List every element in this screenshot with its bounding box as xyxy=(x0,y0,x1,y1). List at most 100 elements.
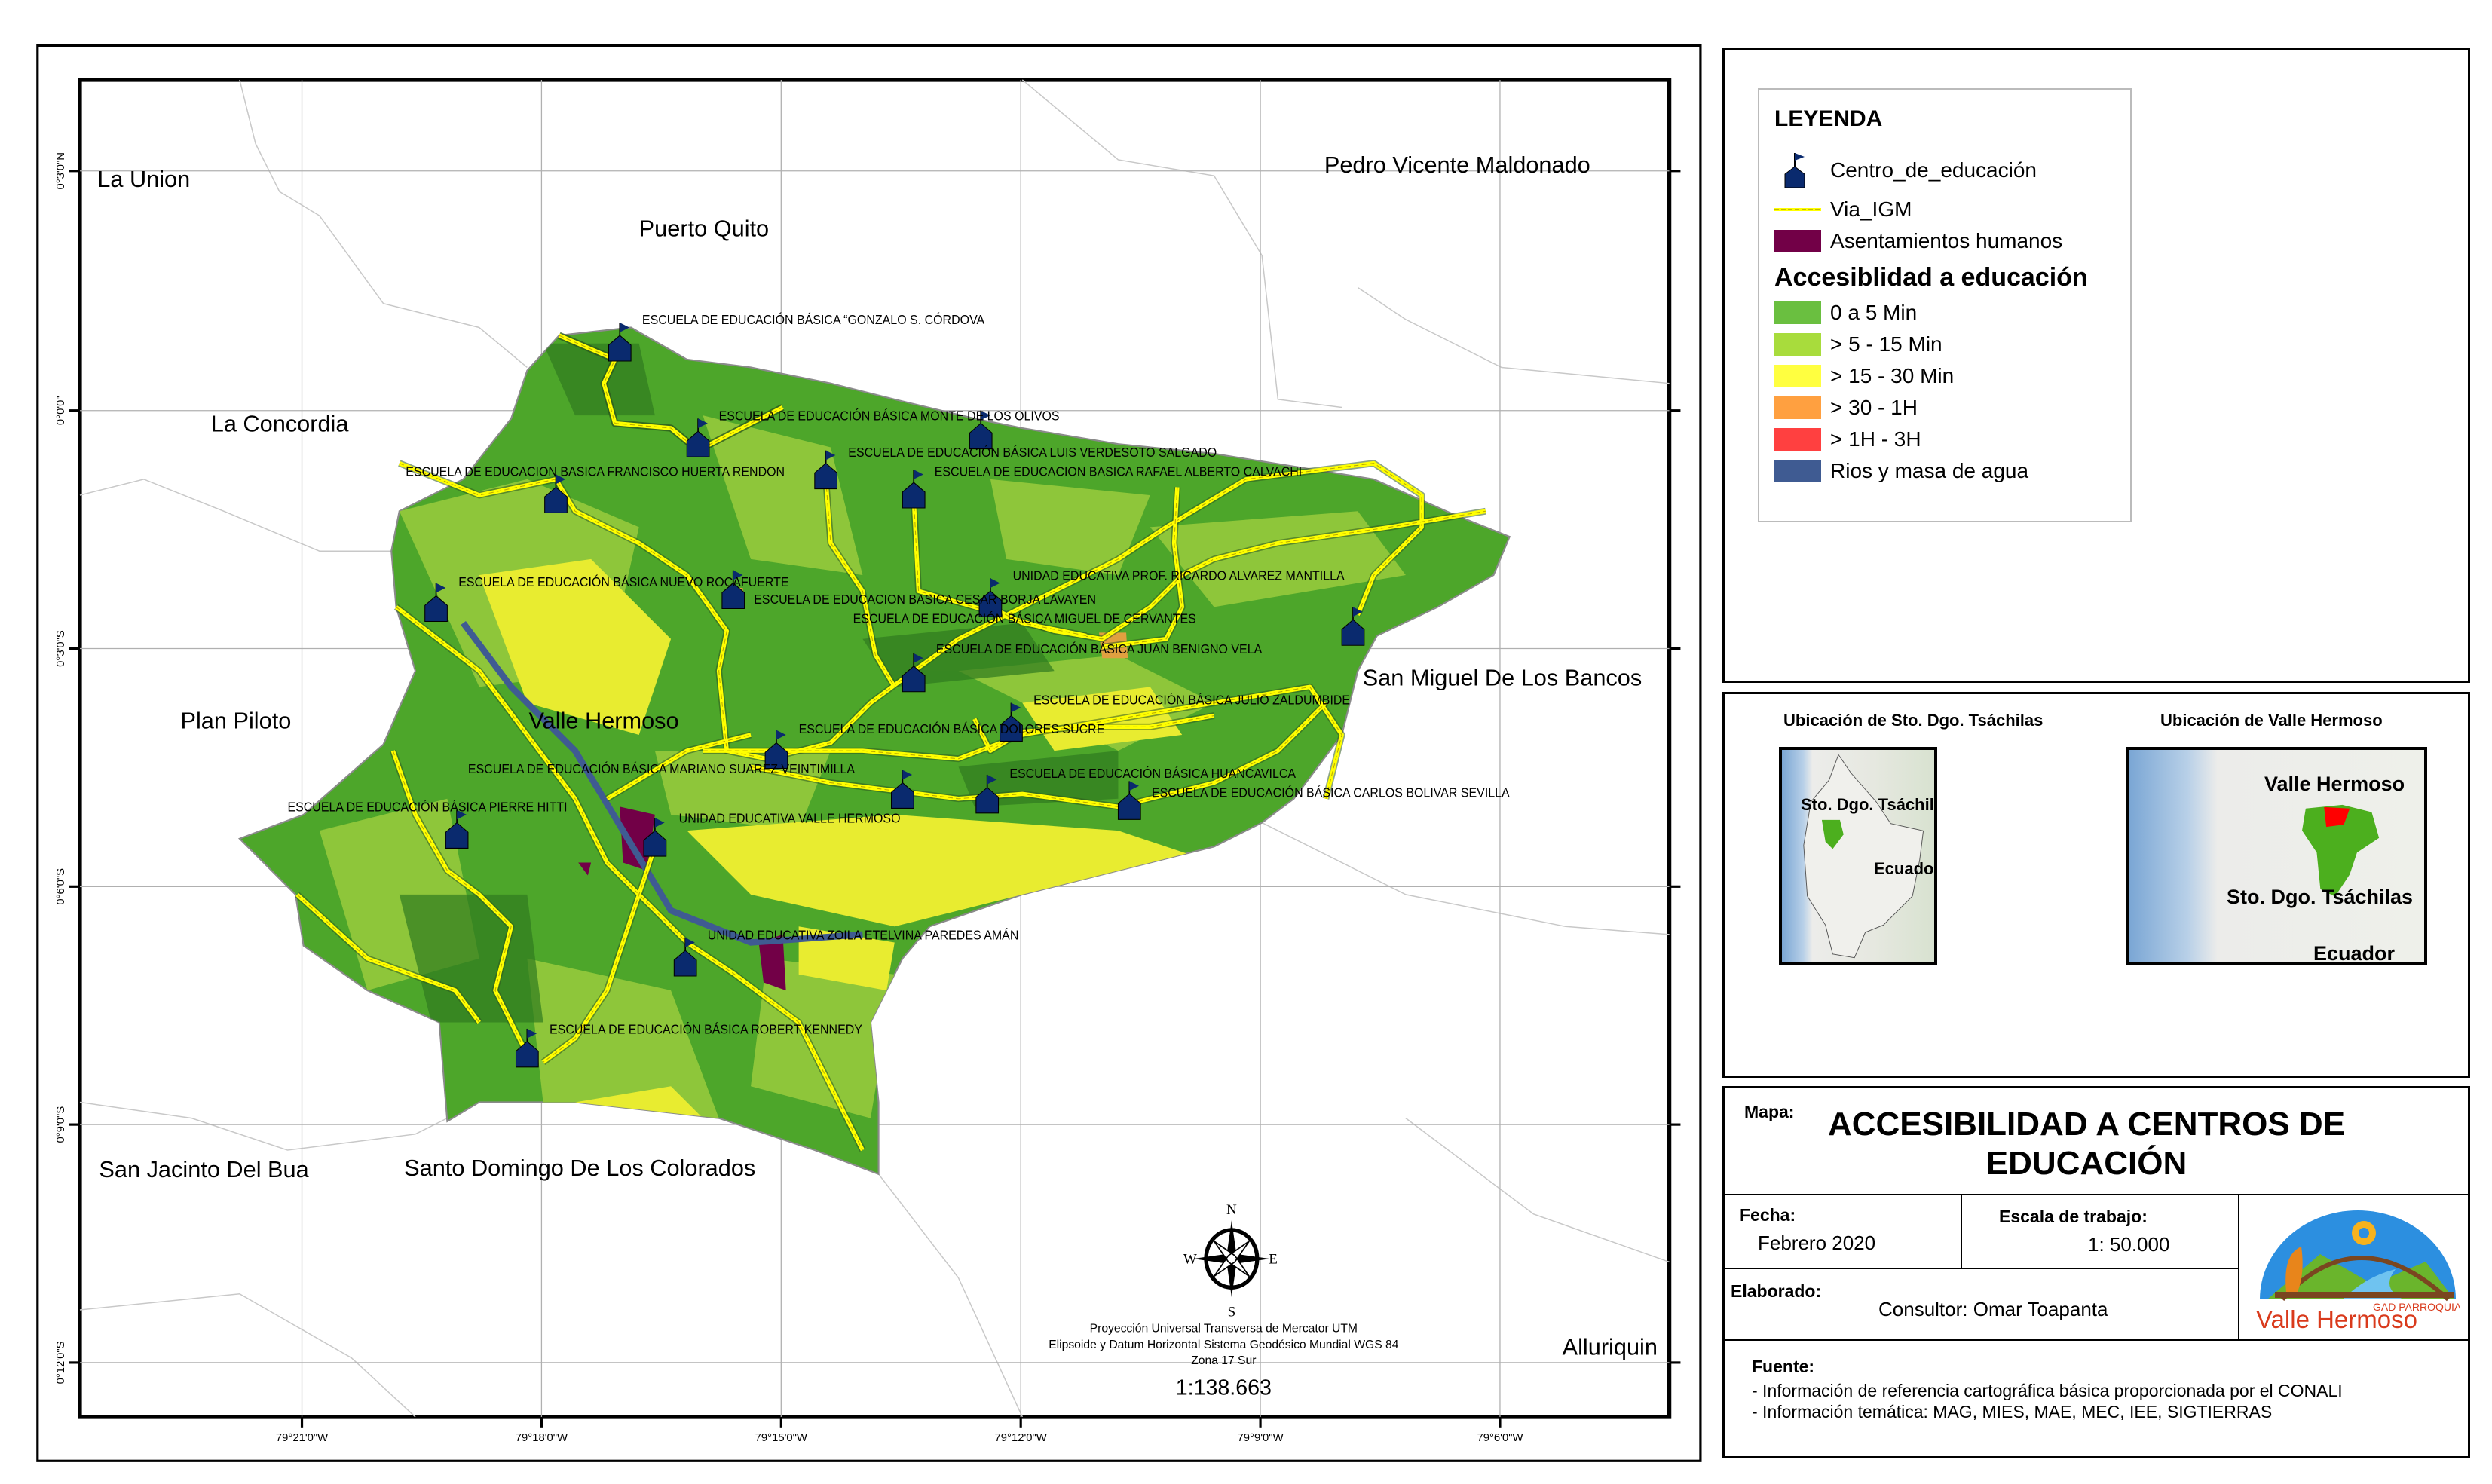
school-marker-icon[interactable] xyxy=(902,470,926,509)
legend-item-access-class: > 5 - 15 Min xyxy=(1774,329,2115,360)
school-label: ESCUELA DE EDUCACIÓN BÁSICA MARIANO SUAR… xyxy=(468,761,856,776)
west-label: W xyxy=(1183,1252,1197,1268)
school-marker-icon[interactable] xyxy=(1117,781,1141,820)
lon-tick-label: 79°12'0"W xyxy=(995,1432,1047,1444)
inset1-label-province: Sto. Dgo. Tsáchilas xyxy=(1801,795,1934,814)
school-marker-icon[interactable] xyxy=(515,1028,539,1068)
road-centerline xyxy=(750,702,1327,807)
legend-school-label: Centro_de_educación xyxy=(1830,158,2037,182)
school-icon xyxy=(1784,153,1805,188)
north-label: N xyxy=(1226,1202,1237,1218)
legend-item-road: Via_IGM xyxy=(1774,194,2115,225)
work-scale-value: 1: 50.000 xyxy=(2088,1233,2170,1256)
legend-swatch xyxy=(1774,428,1821,451)
place-labels: La Union Puerto Quito Pedro Vicente Maldon… xyxy=(97,151,1658,1360)
school-marker-icon[interactable] xyxy=(978,578,1003,617)
legend-swatch xyxy=(1774,460,1821,482)
place-label: Alluriquin xyxy=(1563,1333,1658,1360)
legend-class-label: > 30 - 1H xyxy=(1830,396,1918,419)
school-marker-icon[interactable] xyxy=(814,450,838,490)
legend-item-access-class: 0 a 5 Min xyxy=(1774,297,2115,329)
school-label: ESCUELA DE EDUCACIÓN BÁSICA JULIO ZALDUM… xyxy=(1033,693,1350,708)
school-label: ESCUELA DE EDUCACIÓN BÁSICA DOLORES SUCR… xyxy=(799,721,1105,736)
lat-tick-label: 0°12'0"S xyxy=(55,1341,67,1384)
basemap-boundaries xyxy=(79,79,1670,1418)
province-outline xyxy=(2302,804,2380,897)
inset-title-parish: Ubicación de Valle Hermoso xyxy=(2160,711,2383,730)
school-marker-icon[interactable] xyxy=(1000,702,1023,742)
valle-hermoso-logo: Valle Hermoso GAD PARROQUIAL xyxy=(2256,1210,2460,1333)
inset2-label-country: Ecuador xyxy=(2313,942,2396,965)
projection-line-3: Zona 17 Sur xyxy=(1191,1354,1256,1367)
valle-hermoso-highlight xyxy=(2324,806,2350,828)
school-label: ESCUELA DE EDUCACIÓN BÁSICA MONTE DE LOS… xyxy=(719,408,1060,424)
road-centerline xyxy=(825,479,895,687)
school-marker-icon[interactable] xyxy=(969,410,993,450)
legend-class-label: > 5 - 15 Min xyxy=(1830,332,1942,356)
road-centerline xyxy=(703,686,1342,799)
road-centerline xyxy=(913,498,1486,640)
school-marker-icon[interactable] xyxy=(686,418,710,457)
school-marker-icon[interactable] xyxy=(902,653,926,693)
lon-tick-label: 79°21'0"W xyxy=(276,1432,328,1444)
school-marker-icon[interactable] xyxy=(975,774,1000,814)
road-centerline xyxy=(974,715,1214,751)
road-centerline xyxy=(396,606,863,1151)
legend-item-access-class: > 15 - 30 Min xyxy=(1774,360,2115,392)
school-marker-icon[interactable] xyxy=(445,809,469,849)
school-marker-icon[interactable] xyxy=(608,323,632,362)
road-line-icon xyxy=(1774,208,1821,211)
school-marker-icon[interactable] xyxy=(891,770,914,809)
place-label: Plan Piloto xyxy=(180,707,291,733)
projection-info: Proyección Universal Transversa de Merca… xyxy=(1049,1323,1399,1367)
legend-item-settlements: Asentamientos humanos xyxy=(1774,225,2115,257)
legend-swatch xyxy=(1774,365,1821,387)
logo-subtext: GAD PARROQUIAL xyxy=(2373,1301,2460,1313)
roads-via-igm xyxy=(295,332,1486,1152)
school-label: ESCUELA DE EDUCACIÓN BÁSICA HUANCAVILCA xyxy=(1009,766,1297,782)
school-label: ESCUELA DE EDUCACIÓN BÁSICA NUEVO ROCAFU… xyxy=(458,574,788,589)
legend-class-label: > 1H - 3H xyxy=(1830,427,1921,451)
place-label: Valle Hermoso xyxy=(528,707,678,733)
graticule-ticks: 79°21'0"W 79°18'0"W 79°15'0"W 79°12'0"W 79°9… xyxy=(55,152,1681,1444)
school-marker-icon[interactable] xyxy=(764,730,788,770)
legend-panel: LEYENDA Centro_de_educación Via_IGM Asen… xyxy=(1722,48,2470,683)
place-label: La Concordia xyxy=(211,410,350,436)
school-label: UNIDAD EDUCATIVA VALLE HERMOSO xyxy=(679,811,901,826)
river xyxy=(461,621,863,946)
place-label: Santo Domingo De Los Colorados xyxy=(404,1155,755,1181)
school-label: ESCUELA DE EDUCACIÓN BÁSICA “GONZALO S. … xyxy=(642,313,985,328)
school-marker-icon[interactable] xyxy=(673,938,697,977)
work-scale-label: Escala de trabajo: xyxy=(1999,1207,2148,1226)
projection-line-1: Proyección Universal Transversa de Merca… xyxy=(1090,1323,1358,1336)
lon-tick-label: 79°15'0"W xyxy=(755,1432,807,1444)
source-label: Fuente: xyxy=(1752,1357,1815,1376)
road-centerline xyxy=(1102,487,1183,647)
lat-tick-label: 0°9'0"S xyxy=(55,1106,67,1143)
map-label: Mapa: xyxy=(1744,1102,1795,1121)
school-marker-icon[interactable] xyxy=(721,570,745,610)
road-centerline xyxy=(296,894,480,1023)
legend-item-access-class: Rios y masa de agua xyxy=(1774,455,2115,487)
map-title: ACCESIBILIDAD A CENTROS DE EDUCACIÓN xyxy=(1827,1106,2346,1182)
study-area xyxy=(237,326,1511,1176)
place-label: Puerto Quito xyxy=(639,216,769,242)
logo-text: Valle Hermoso xyxy=(2256,1305,2417,1333)
school-label: ESCUELA DE EDUCACIÓN BÁSICA LUIS VERDESO… xyxy=(848,445,1217,460)
map-inner-frame xyxy=(78,78,1672,1419)
school-marker-icon[interactable] xyxy=(544,474,568,513)
santo-domingo-highlight xyxy=(1821,819,1844,849)
school-marker-icon[interactable] xyxy=(1341,607,1365,646)
place-label: La Union xyxy=(97,166,190,192)
legend-item-access-class: > 1H - 3H xyxy=(1774,424,2115,455)
schools-layer: ESCUELA DE EDUCACIÓN BÁSICA “GONZALO S. … xyxy=(287,313,1511,1068)
inset2-label-province: Sto. Dgo. Tsáchilas xyxy=(2227,886,2414,908)
lat-tick-label: 0°3'0"S xyxy=(55,630,67,667)
legend-class-label: Rios y masa de agua xyxy=(1830,459,2029,482)
school-marker-icon[interactable] xyxy=(424,583,448,623)
road-centerline xyxy=(559,335,783,451)
inset-title-province: Ubicación de Sto. Dgo. Tsáchilas xyxy=(1783,711,2044,730)
school-marker-icon[interactable] xyxy=(643,818,667,857)
school-label: ESCUELA DE EDUCACION BASICA CESAR BORJA … xyxy=(754,592,1096,607)
title-block: Mapa: ACCESIBILIDAD A CENTROS DE EDUCACI… xyxy=(1722,1086,2470,1458)
